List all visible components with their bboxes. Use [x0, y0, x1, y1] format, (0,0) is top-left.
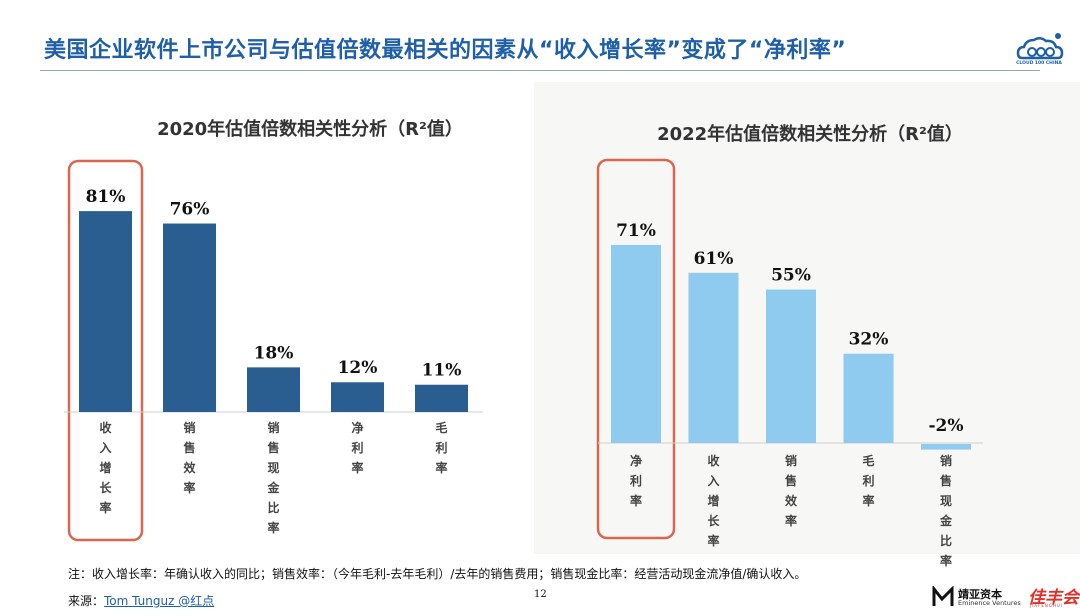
- highlight-box: [67, 159, 144, 542]
- data-label: 81%: [86, 187, 126, 207]
- data-label: -2%: [928, 416, 963, 436]
- category-label: 净利率: [351, 420, 363, 475]
- bar: [766, 289, 816, 443]
- footnote: 注：收入增长率：年确认收入的同比；销售效率：（今年毛利-去年毛利）/去年的销售费…: [68, 567, 807, 581]
- highlight-box: [596, 158, 676, 540]
- bar: [331, 382, 384, 412]
- category-label: 毛利率: [862, 453, 874, 508]
- brand-jingya-sub: Eminence Ventures: [958, 599, 1021, 607]
- category-label: 净利率: [630, 453, 642, 508]
- title-divider: [40, 70, 1040, 71]
- data-label: 61%: [694, 249, 734, 269]
- chart-title: 2022年估值倍数相关性分析（R²值）: [657, 123, 963, 145]
- data-label: 55%: [771, 266, 811, 286]
- source-line: 来源：Tom Tunguz @红点: [68, 592, 214, 609]
- bar: [415, 384, 468, 412]
- category-label: 收入增长率: [707, 453, 720, 548]
- category-label: 毛利率: [435, 420, 447, 475]
- bar: [247, 367, 300, 412]
- source-label: 来源：: [68, 594, 105, 608]
- bar: [79, 211, 132, 412]
- category-label: 收入增长率: [99, 420, 112, 515]
- jingya-logo-icon: [932, 586, 954, 606]
- data-label: 11%: [422, 361, 462, 381]
- category-label: 销售效率: [785, 453, 798, 528]
- data-label: 12%: [338, 358, 378, 378]
- logo-text: CLOUD 100 CHINA: [1016, 61, 1062, 66]
- bar: [688, 272, 739, 443]
- chart-title: 2020年估值倍数相关性分析（R²值）: [157, 118, 463, 140]
- category-label: 销售现金比率: [266, 420, 280, 535]
- data-label: 76%: [170, 200, 210, 220]
- source-link[interactable]: Tom Tunguz @红点: [104, 594, 215, 608]
- data-label: 32%: [849, 330, 889, 350]
- brand-jiafeng-sub: JIAFENGHUI: [1030, 603, 1064, 608]
- slide-title: 美国企业软件上市公司与估值倍数最相关的因素从“收入增长率”变成了“净利率”: [44, 38, 847, 63]
- bar: [163, 223, 216, 412]
- category-label: 销售效率: [183, 420, 196, 495]
- bar: [921, 444, 971, 450]
- data-label: 18%: [254, 343, 294, 363]
- category-label: 销售现金比率: [939, 453, 953, 568]
- page-number: 12: [534, 589, 547, 600]
- brand-jiafeng: 佳丰会: [1028, 588, 1079, 608]
- data-label: 71%: [616, 221, 656, 241]
- cloud100-logo-icon: [1016, 33, 1064, 60]
- bar: [843, 353, 894, 443]
- brand-jingya: 靖亚资本: [958, 588, 1002, 601]
- bar: [611, 244, 661, 443]
